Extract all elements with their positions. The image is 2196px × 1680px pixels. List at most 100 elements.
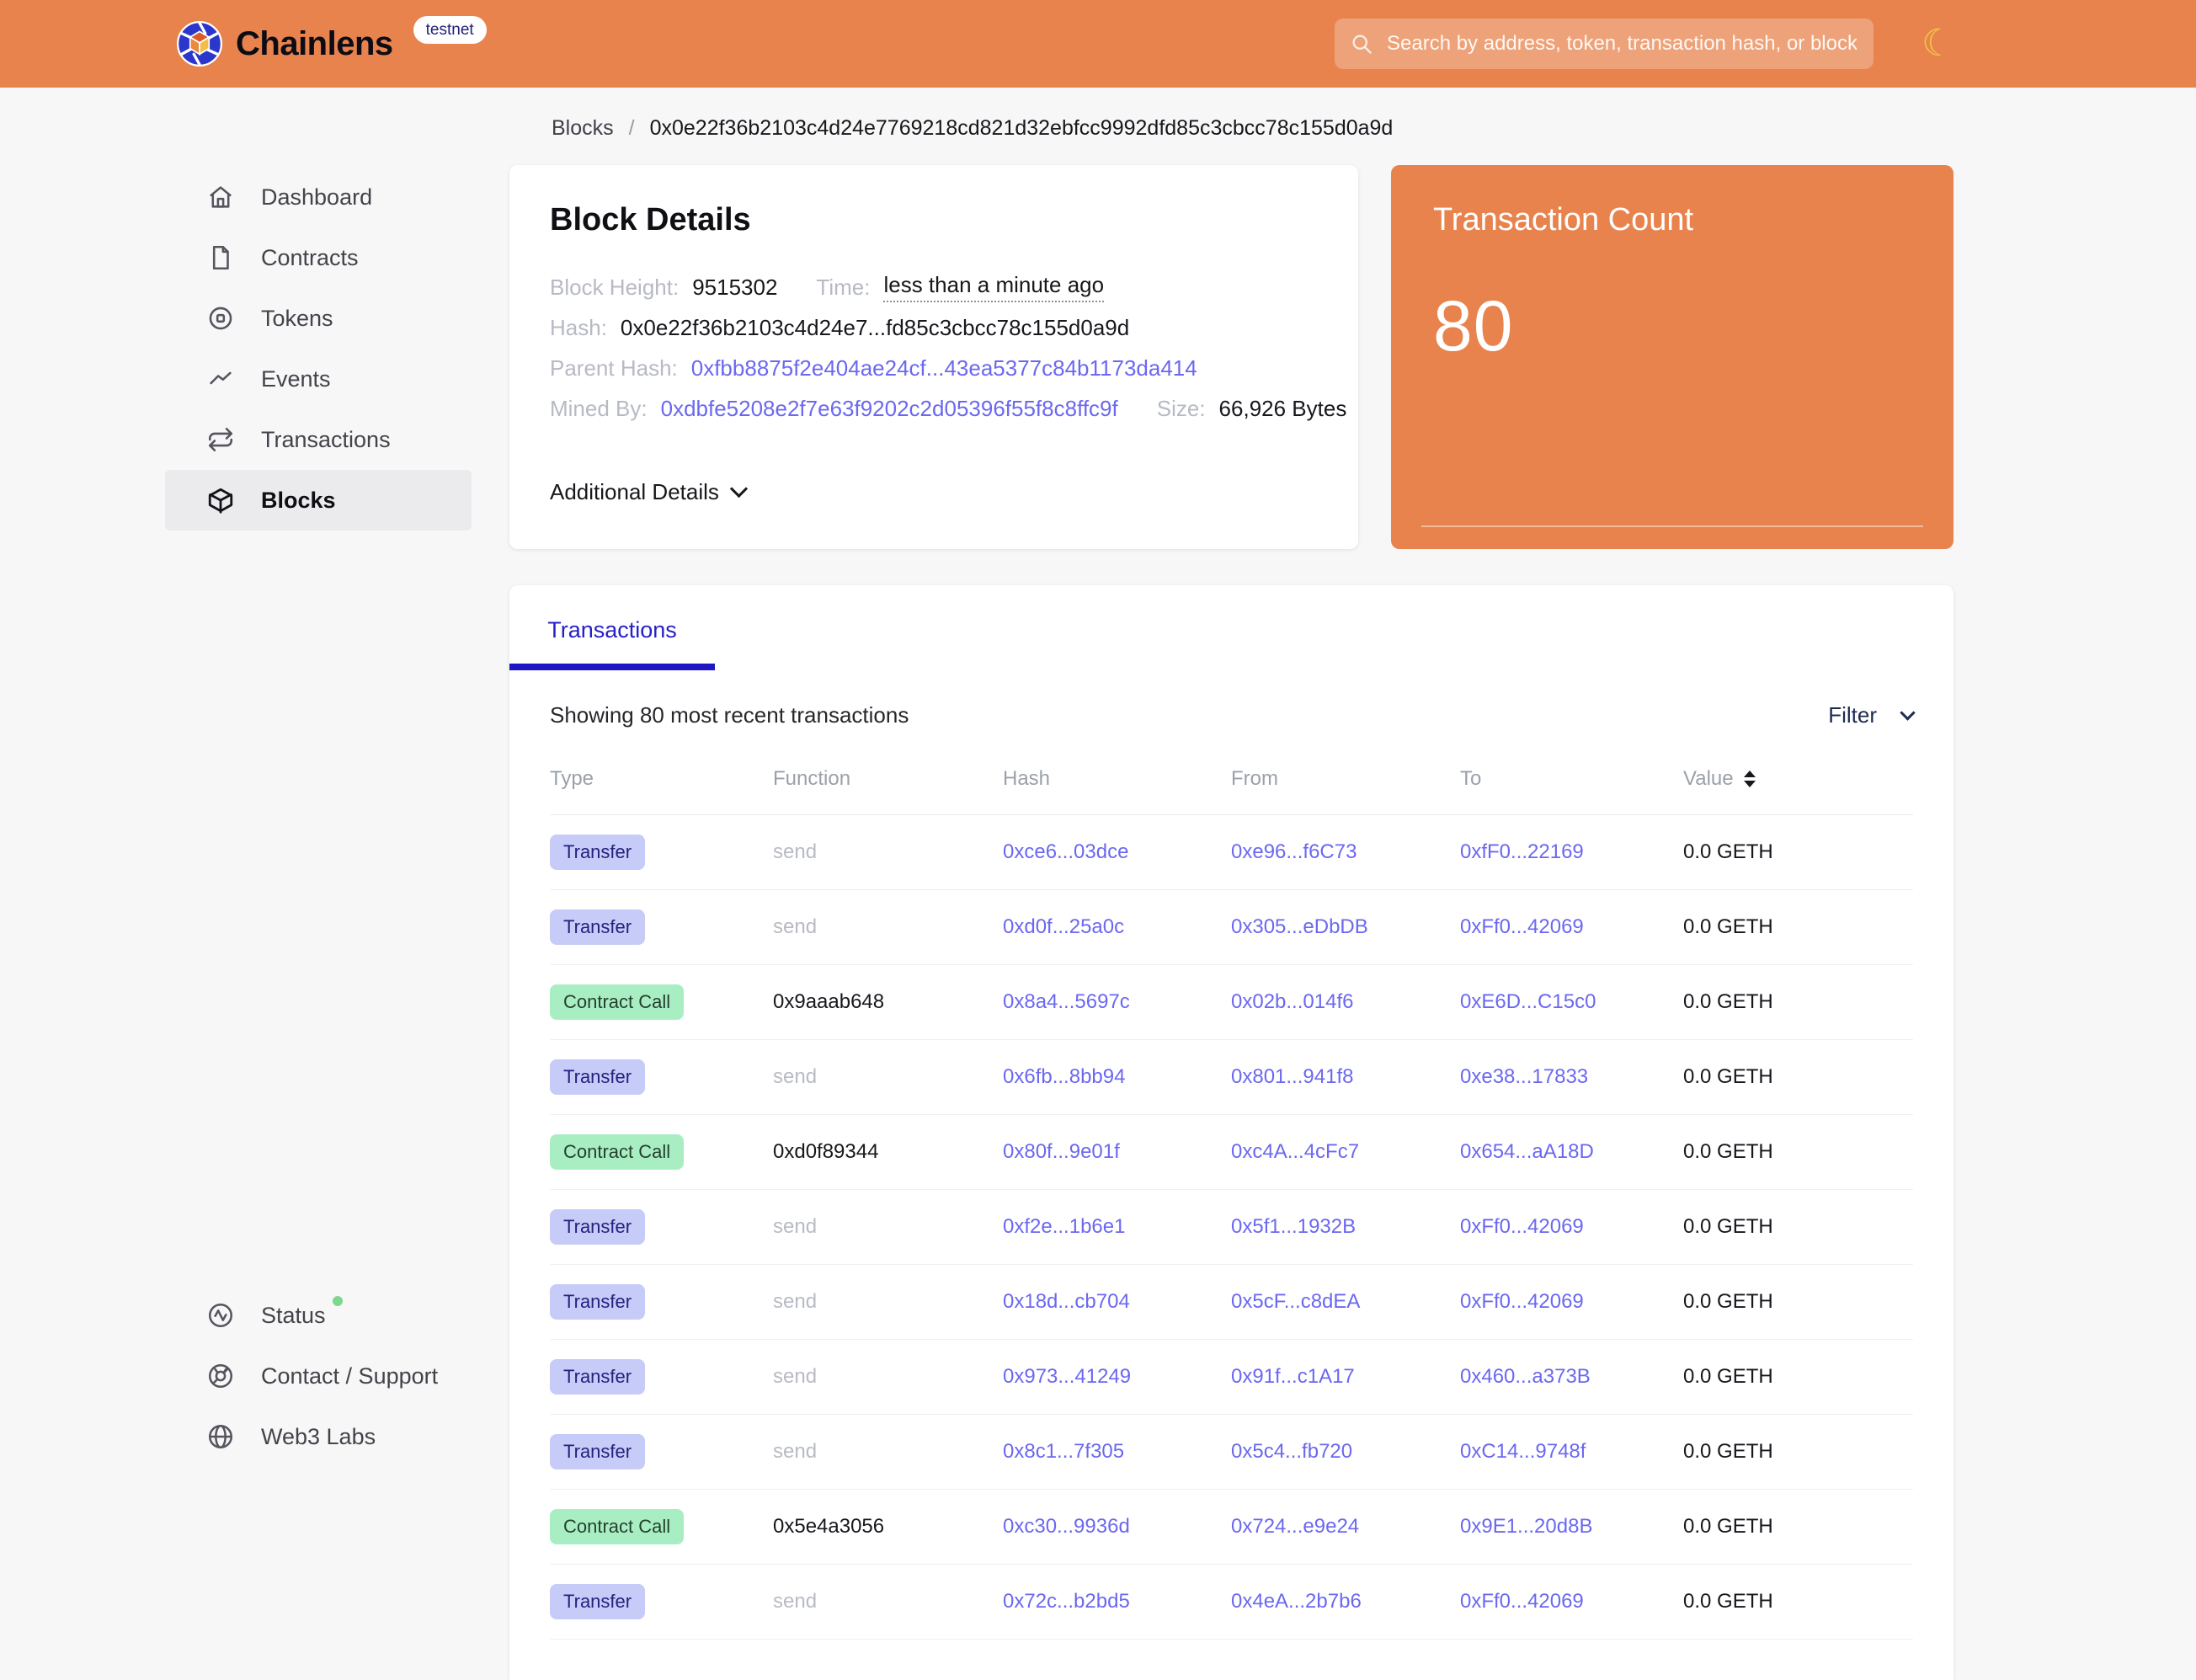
sidebar-item-blocks[interactable]: Blocks	[165, 470, 472, 531]
block-height-label: Block Height:	[550, 274, 680, 300]
tx-to-link[interactable]: 0xFf0...42069	[1460, 915, 1584, 938]
sidebar-nav: Dashboard Contracts Tokens Events Transa…	[165, 167, 472, 531]
tx-hash-link[interactable]: 0x973...41249	[1003, 1365, 1132, 1388]
column-header-to: To	[1460, 767, 1482, 790]
sidebar-item-contact-support[interactable]: Contact / Support	[165, 1346, 472, 1406]
sidebar-item-label: Contact / Support	[261, 1363, 439, 1389]
tx-function: send	[773, 1290, 818, 1313]
tx-from-link[interactable]: 0x5f1...1932B	[1231, 1215, 1357, 1238]
parent-hash-link[interactable]: 0xfbb8875f2e404ae24cf...43ea5377c84b1173…	[690, 355, 1197, 381]
tx-function: send	[773, 1590, 818, 1613]
tab-transactions[interactable]: Transactions	[509, 605, 715, 670]
brand[interactable]: Chainlens testnet	[177, 0, 487, 88]
tx-from-link[interactable]: 0x02b...014f6	[1231, 990, 1354, 1013]
tx-from-link[interactable]: 0xe96...f6C73	[1231, 840, 1357, 863]
tx-hash-link[interactable]: 0xf2e...1b6e1	[1003, 1215, 1126, 1238]
breadcrumb-blocks-link[interactable]: Blocks	[552, 116, 614, 140]
table-row: Transfer send 0x18d...cb704 0x5cF...c8dE…	[550, 1265, 1913, 1340]
global-search[interactable]	[1335, 19, 1874, 69]
tx-to-link[interactable]: 0xFf0...42069	[1460, 1590, 1584, 1613]
filter-label: Filter	[1828, 702, 1877, 728]
tx-value: 0.0 GETH	[1683, 1290, 1773, 1313]
tx-hash-link[interactable]: 0x72c...b2bd5	[1003, 1590, 1130, 1613]
breadcrumb: Blocks / 0x0e22f36b2103c4d24e7769218cd82…	[552, 116, 1393, 141]
sidebar-item-label: Status	[261, 1295, 343, 1329]
sidebar-item-label: Dashboard	[261, 184, 373, 210]
tx-from-link[interactable]: 0xc4A...4cFc7	[1231, 1140, 1360, 1163]
tx-to-link[interactable]: 0x460...a373B	[1460, 1365, 1591, 1388]
tx-to-link[interactable]: 0xfF0...22169	[1460, 840, 1584, 863]
mined-by-link[interactable]: 0xdbfe5208e2f7e63f9202c2d05396f55f8c8ffc…	[660, 395, 1118, 421]
sidebar-item-label: Tokens	[261, 305, 333, 331]
brand-title: Chainlens	[236, 24, 393, 62]
sidebar-item-transactions[interactable]: Transactions	[165, 409, 472, 470]
tx-to-link[interactable]: 0x9E1...20d8B	[1460, 1515, 1593, 1538]
tx-type-badge: Transfer	[550, 1209, 646, 1245]
search-input[interactable]	[1385, 31, 1858, 56]
tx-from-link[interactable]: 0x724...e9e24	[1231, 1515, 1360, 1538]
parent-hash-label: Parent Hash:	[550, 355, 678, 381]
tx-hash-link[interactable]: 0xce6...03dce	[1003, 840, 1129, 863]
tx-type-badge: Contract Call	[550, 1509, 685, 1544]
hash-label: Hash:	[550, 314, 607, 340]
tx-type-badge: Contract Call	[550, 1134, 685, 1170]
tx-hash-link[interactable]: 0xd0f...25a0c	[1003, 915, 1125, 938]
tx-hash-link[interactable]: 0x18d...cb704	[1003, 1290, 1130, 1313]
tx-from-link[interactable]: 0x5cF...c8dEA	[1231, 1290, 1361, 1313]
transaction-count-value: 80	[1433, 286, 1514, 365]
sort-icon[interactable]	[1743, 771, 1756, 787]
sidebar-item-contracts[interactable]: Contracts	[165, 227, 472, 288]
table-row: Transfer send 0xf2e...1b6e1 0x5f1...1932…	[550, 1190, 1913, 1265]
page-root: { "header": { "brand": "Chainlens", "bad…	[0, 0, 2196, 1640]
table-row: Transfer send 0xd0f...25a0c 0x305...eDbD…	[550, 890, 1913, 965]
tx-from-link[interactable]: 0x801...941f8	[1231, 1065, 1354, 1088]
table-row: Contract Call 0x5e4a3056 0xc30...9936d 0…	[550, 1490, 1913, 1565]
chevron-down-icon	[1900, 705, 1916, 721]
tx-hash-link[interactable]: 0xc30...9936d	[1003, 1515, 1130, 1538]
sidebar-item-events[interactable]: Events	[165, 349, 472, 409]
tx-function: send	[773, 1215, 818, 1238]
tx-function: send	[773, 1440, 818, 1463]
filter-dropdown[interactable]: Filter	[1828, 702, 1916, 728]
tx-from-link[interactable]: 0x91f...c1A17	[1231, 1365, 1355, 1388]
tx-type-badge: Transfer	[550, 1434, 646, 1469]
document-icon	[212, 245, 229, 270]
sidebar-item-web3-labs[interactable]: Web3 Labs	[165, 1406, 472, 1467]
breadcrumb-separator: /	[628, 116, 635, 140]
tx-to-link[interactable]: 0xC14...9748f	[1460, 1440, 1586, 1463]
tx-from-link[interactable]: 0x5c4...fb720	[1231, 1440, 1353, 1463]
tx-to-link[interactable]: 0x654...aA18D	[1460, 1140, 1594, 1163]
tx-to-link[interactable]: 0xE6D...C15c0	[1460, 990, 1596, 1013]
tx-hash-link[interactable]: 0x80f...9e01f	[1003, 1140, 1120, 1163]
tx-type-badge: Transfer	[550, 835, 646, 870]
tx-from-link[interactable]: 0x4eA...2b7b6	[1231, 1590, 1362, 1613]
tx-type-badge: Transfer	[550, 1584, 646, 1619]
repeat-icon	[208, 427, 233, 452]
time-label: Time:	[816, 274, 871, 300]
block-details-title: Block Details	[550, 202, 751, 237]
table-row: Transfer send 0x973...41249 0x91f...c1A1…	[550, 1340, 1913, 1415]
table-row: Transfer send 0x72c...b2bd5 0x4eA...2b7b…	[550, 1565, 1913, 1640]
table-row: Contract Call 0xd0f89344 0x80f...9e01f 0…	[550, 1115, 1913, 1190]
column-header-function: Function	[773, 767, 851, 790]
tx-hash-link[interactable]: 0x8c1...7f305	[1003, 1440, 1125, 1463]
column-header-hash: Hash	[1003, 767, 1051, 790]
additional-details-toggle[interactable]: Additional Details	[550, 479, 1318, 505]
size-value: 66,926 Bytes	[1218, 395, 1347, 421]
tx-to-link[interactable]: 0xe38...17833	[1460, 1065, 1589, 1088]
tx-to-link[interactable]: 0xFf0...42069	[1460, 1215, 1584, 1238]
tx-from-link[interactable]: 0x305...eDbDB	[1231, 915, 1368, 938]
table-row: Transfer send 0xce6...03dce 0xe96...f6C7…	[550, 815, 1913, 890]
sidebar-item-dashboard[interactable]: Dashboard	[165, 167, 472, 227]
column-header-value[interactable]: Value	[1683, 767, 1913, 791]
tx-value: 0.0 GETH	[1683, 1065, 1773, 1088]
size-label: Size:	[1156, 395, 1206, 421]
tx-to-link[interactable]: 0xFf0...42069	[1460, 1290, 1584, 1313]
sidebar-item-status[interactable]: Status	[165, 1285, 472, 1346]
tx-hash-link[interactable]: 0x6fb...8bb94	[1003, 1065, 1126, 1088]
status-ok-dot	[332, 1295, 343, 1306]
tx-type-badge: Transfer	[550, 1059, 646, 1095]
sidebar-item-tokens[interactable]: Tokens	[165, 288, 472, 349]
theme-toggle-moon-icon[interactable]: ☾	[1922, 23, 1955, 64]
tx-hash-link[interactable]: 0x8a4...5697c	[1003, 990, 1130, 1013]
